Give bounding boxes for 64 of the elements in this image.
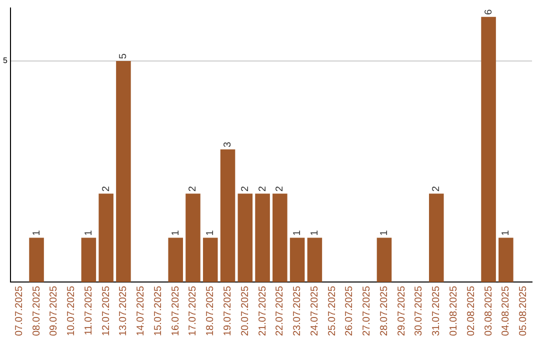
x-tick-label: 16.07.2025 (170, 286, 182, 336)
x-tick-label: 24.07.2025 (309, 286, 320, 336)
data-label: 2 (188, 186, 199, 192)
x-tick-label: 04.08.2025 (500, 286, 512, 336)
data-label: 3 (222, 141, 234, 148)
x-tick-label: 23.07.2025 (292, 286, 304, 336)
x-tick-label: 27.07.2025 (362, 286, 373, 336)
x-tick-label: 02.08.2025 (466, 286, 477, 336)
bar (98, 194, 114, 282)
bar (220, 149, 236, 282)
x-tick-label: 19.07.2025 (222, 286, 234, 336)
bar (29, 238, 44, 282)
bar (186, 194, 200, 282)
x-tick-label: 22.07.2025 (274, 286, 286, 336)
data-label: 2 (431, 186, 442, 192)
bar (481, 16, 496, 282)
bar (376, 238, 392, 282)
x-tick-label: 08.07.2025 (31, 286, 42, 336)
bar (238, 194, 253, 282)
bar (428, 194, 444, 282)
data-label: 6 (483, 8, 494, 15)
bar (498, 238, 514, 282)
data-label: 2 (274, 186, 286, 192)
x-tick-label: 17.07.2025 (188, 286, 199, 336)
data-label: 2 (257, 186, 268, 192)
x-tick-label: 14.07.2025 (136, 286, 147, 336)
x-tick-label: 10.07.2025 (66, 286, 78, 336)
bar (81, 238, 96, 282)
x-tick-label: 03.08.2025 (483, 286, 494, 336)
x-tick-label: 26.07.2025 (344, 286, 356, 336)
bar (168, 238, 183, 282)
x-tick-label: 13.07.2025 (118, 286, 130, 336)
x-tick-label: 25.07.2025 (326, 286, 338, 336)
x-tick-label: 28.07.2025 (378, 286, 390, 336)
x-tick-label: 05.08.2025 (518, 286, 530, 336)
data-label: 1 (31, 230, 42, 236)
x-tick-label: 09.07.2025 (48, 286, 60, 336)
x-tick-label: 31.07.2025 (431, 286, 442, 336)
bar (255, 194, 270, 282)
x-tick-label: 15.07.2025 (152, 286, 164, 336)
data-label: 1 (205, 230, 216, 236)
x-tick-label: 01.08.2025 (448, 286, 460, 336)
x-tick-label: 12.07.2025 (100, 286, 112, 336)
x-tick-label: 29.07.2025 (396, 286, 408, 336)
x-tick-label: 18.07.2025 (205, 286, 216, 336)
bar (272, 194, 288, 282)
data-label: 1 (83, 230, 94, 236)
data-label: 1 (500, 230, 512, 236)
data-label: 1 (170, 230, 182, 236)
x-tick-label: 30.07.2025 (414, 286, 425, 336)
data-label: 2 (240, 186, 251, 192)
x-tick-label: 07.07.2025 (14, 286, 25, 336)
data-label: 2 (100, 186, 112, 192)
x-tick-label: 21.07.2025 (257, 286, 268, 336)
data-label: 5 (118, 53, 130, 60)
data-label: 1 (292, 230, 304, 236)
x-tick-label: 11.07.2025 (83, 286, 94, 336)
x-tick-label: 20.07.2025 (240, 286, 251, 336)
bar (307, 238, 322, 282)
data-label: 1 (309, 230, 320, 236)
bar (290, 238, 305, 282)
bar (116, 61, 131, 282)
data-label: 1 (378, 230, 390, 236)
bar (202, 238, 218, 282)
